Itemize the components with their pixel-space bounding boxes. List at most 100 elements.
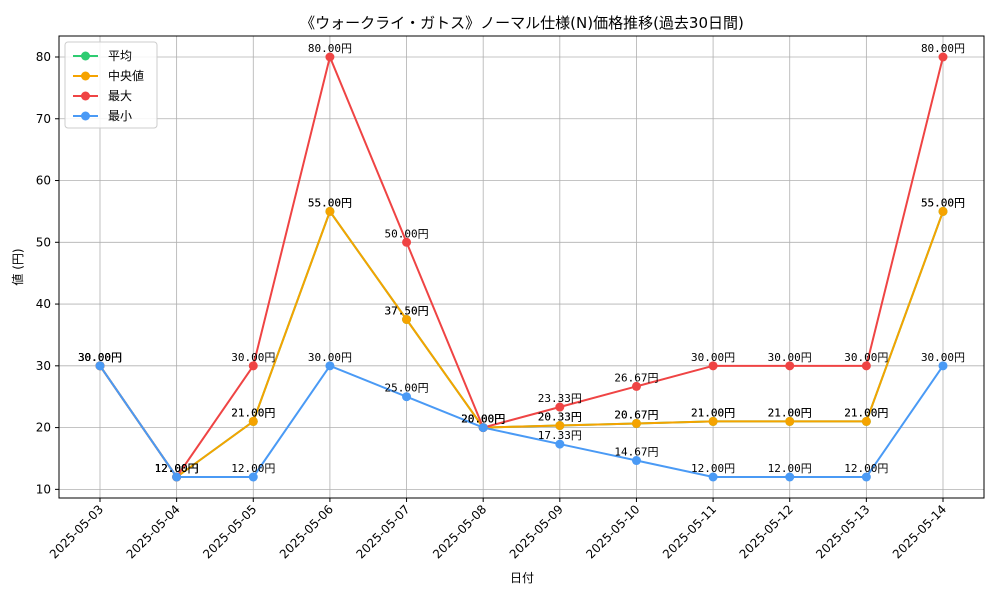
data-label: 30.00円 [691, 351, 735, 364]
data-point [631, 418, 641, 428]
data-label: 25.00円 [384, 382, 428, 395]
data-point [325, 206, 335, 216]
data-label: 20.33円 [538, 411, 582, 424]
series-line [99, 53, 944, 479]
data-label: 12.00円 [155, 462, 199, 475]
y-tick-label: 80 [36, 50, 51, 64]
data-label: 26.67円 [614, 371, 658, 384]
data-point [708, 361, 718, 371]
data-label: 20.00円 [461, 413, 505, 426]
data-point [325, 52, 335, 62]
data-point [708, 416, 718, 426]
y-tick-label: 20 [36, 421, 51, 435]
y-axis: 10 20 30 40 50 60 70 80 [36, 50, 59, 496]
data-point [631, 456, 641, 466]
data-label: 20.67円 [614, 408, 658, 421]
data-point [555, 439, 565, 449]
data-label: 12.00円 [231, 462, 275, 475]
series-line [99, 364, 944, 478]
data-label: 20.00円 [461, 413, 505, 426]
data-point [555, 402, 565, 412]
x-tick-label: 2025-05-10 [583, 502, 642, 561]
data-label: 17.33円 [538, 429, 582, 442]
legend-label: 最小 [108, 109, 132, 123]
data-label: 20.67円 [614, 408, 658, 421]
series-line [99, 209, 944, 479]
data-label: 21.00円 [691, 406, 735, 419]
data-point [248, 361, 258, 371]
data-label: 50.00円 [384, 227, 428, 240]
data-labels: 30.00円 12.00円 21.00円 55.00円 37.50円 20.00円 20.3… [78, 42, 965, 475]
data-point [631, 381, 641, 391]
data-label: 21.00円 [691, 406, 735, 419]
series-2 [95, 52, 948, 482]
data-label: 21.00円 [768, 406, 812, 419]
x-tick-label: 2025-05-12 [737, 502, 796, 561]
series-3 [95, 361, 948, 482]
data-label: 12.00円 [155, 462, 199, 475]
data-label: 12.00円 [844, 462, 888, 475]
legend-marker [81, 71, 90, 81]
data-label: 55.00円 [921, 196, 965, 209]
data-label: 80.00円 [921, 42, 965, 55]
data-point [325, 361, 335, 371]
data-label: 55.00円 [308, 196, 352, 209]
data-label: 20.33円 [538, 411, 582, 424]
y-tick-label: 40 [36, 297, 51, 311]
legend-item-1: 中央値 [73, 68, 144, 83]
x-tick-label: 2025-05-06 [277, 502, 336, 561]
x-tick-label: 2025-05-07 [353, 502, 412, 561]
x-tick-label: 2025-05-05 [200, 502, 259, 561]
data-point [402, 392, 412, 402]
data-label: 21.00円 [844, 406, 888, 419]
data-label: 12.00円 [768, 462, 812, 475]
y-tick-label: 70 [36, 112, 51, 126]
data-point [172, 472, 182, 482]
data-label: 30.00円 [78, 351, 122, 364]
data-label: 30.00円 [78, 351, 122, 364]
data-point [248, 472, 258, 482]
data-point [785, 416, 795, 426]
y-tick-label: 30 [36, 359, 51, 373]
data-label: 21.00円 [231, 406, 275, 419]
data-point [95, 361, 105, 371]
data-label: 30.00円 [844, 351, 888, 364]
data-point [402, 315, 412, 324]
series-group [95, 52, 948, 482]
legend-marker [81, 111, 90, 121]
legend-label: 平均 [108, 49, 132, 63]
data-point [938, 361, 948, 371]
grid [59, 36, 984, 498]
x-tick-label: 2025-05-08 [430, 502, 489, 561]
data-label: 30.00円 [231, 351, 275, 364]
x-tick-label: 2025-05-14 [890, 502, 949, 561]
data-point [785, 361, 795, 371]
data-label: 30.00円 [768, 351, 812, 364]
data-point [478, 423, 488, 433]
data-label: 30.00円 [78, 351, 122, 364]
legend-item-2: 最大 [73, 89, 132, 103]
data-label: 30.00円 [78, 351, 122, 364]
data-point [785, 472, 795, 482]
data-point [861, 472, 871, 482]
data-label: 20.00円 [461, 413, 505, 426]
chart-title: 《ウォークライ・ガトス》ノーマル仕様(N)価格推移(過去30日間) [300, 14, 744, 32]
data-label: 12.00円 [155, 462, 199, 475]
data-label: 55.00円 [308, 196, 352, 209]
data-label: 21.00円 [768, 406, 812, 419]
data-point [402, 237, 412, 247]
data-point [708, 472, 718, 482]
data-point [248, 416, 258, 426]
legend-box [64, 41, 158, 129]
x-tick-label: 2025-05-03 [47, 502, 106, 561]
x-axis-label: 日付 [510, 571, 534, 585]
data-label: 80.00円 [308, 42, 352, 55]
data-point [938, 52, 948, 62]
data-label: 12.00円 [691, 462, 735, 475]
x-tick-label: 2025-05-13 [813, 502, 872, 561]
data-label: 21.00円 [231, 406, 275, 419]
legend-item-3: 最小 [73, 109, 132, 123]
x-tick-label: 2025-05-04 [124, 502, 183, 561]
